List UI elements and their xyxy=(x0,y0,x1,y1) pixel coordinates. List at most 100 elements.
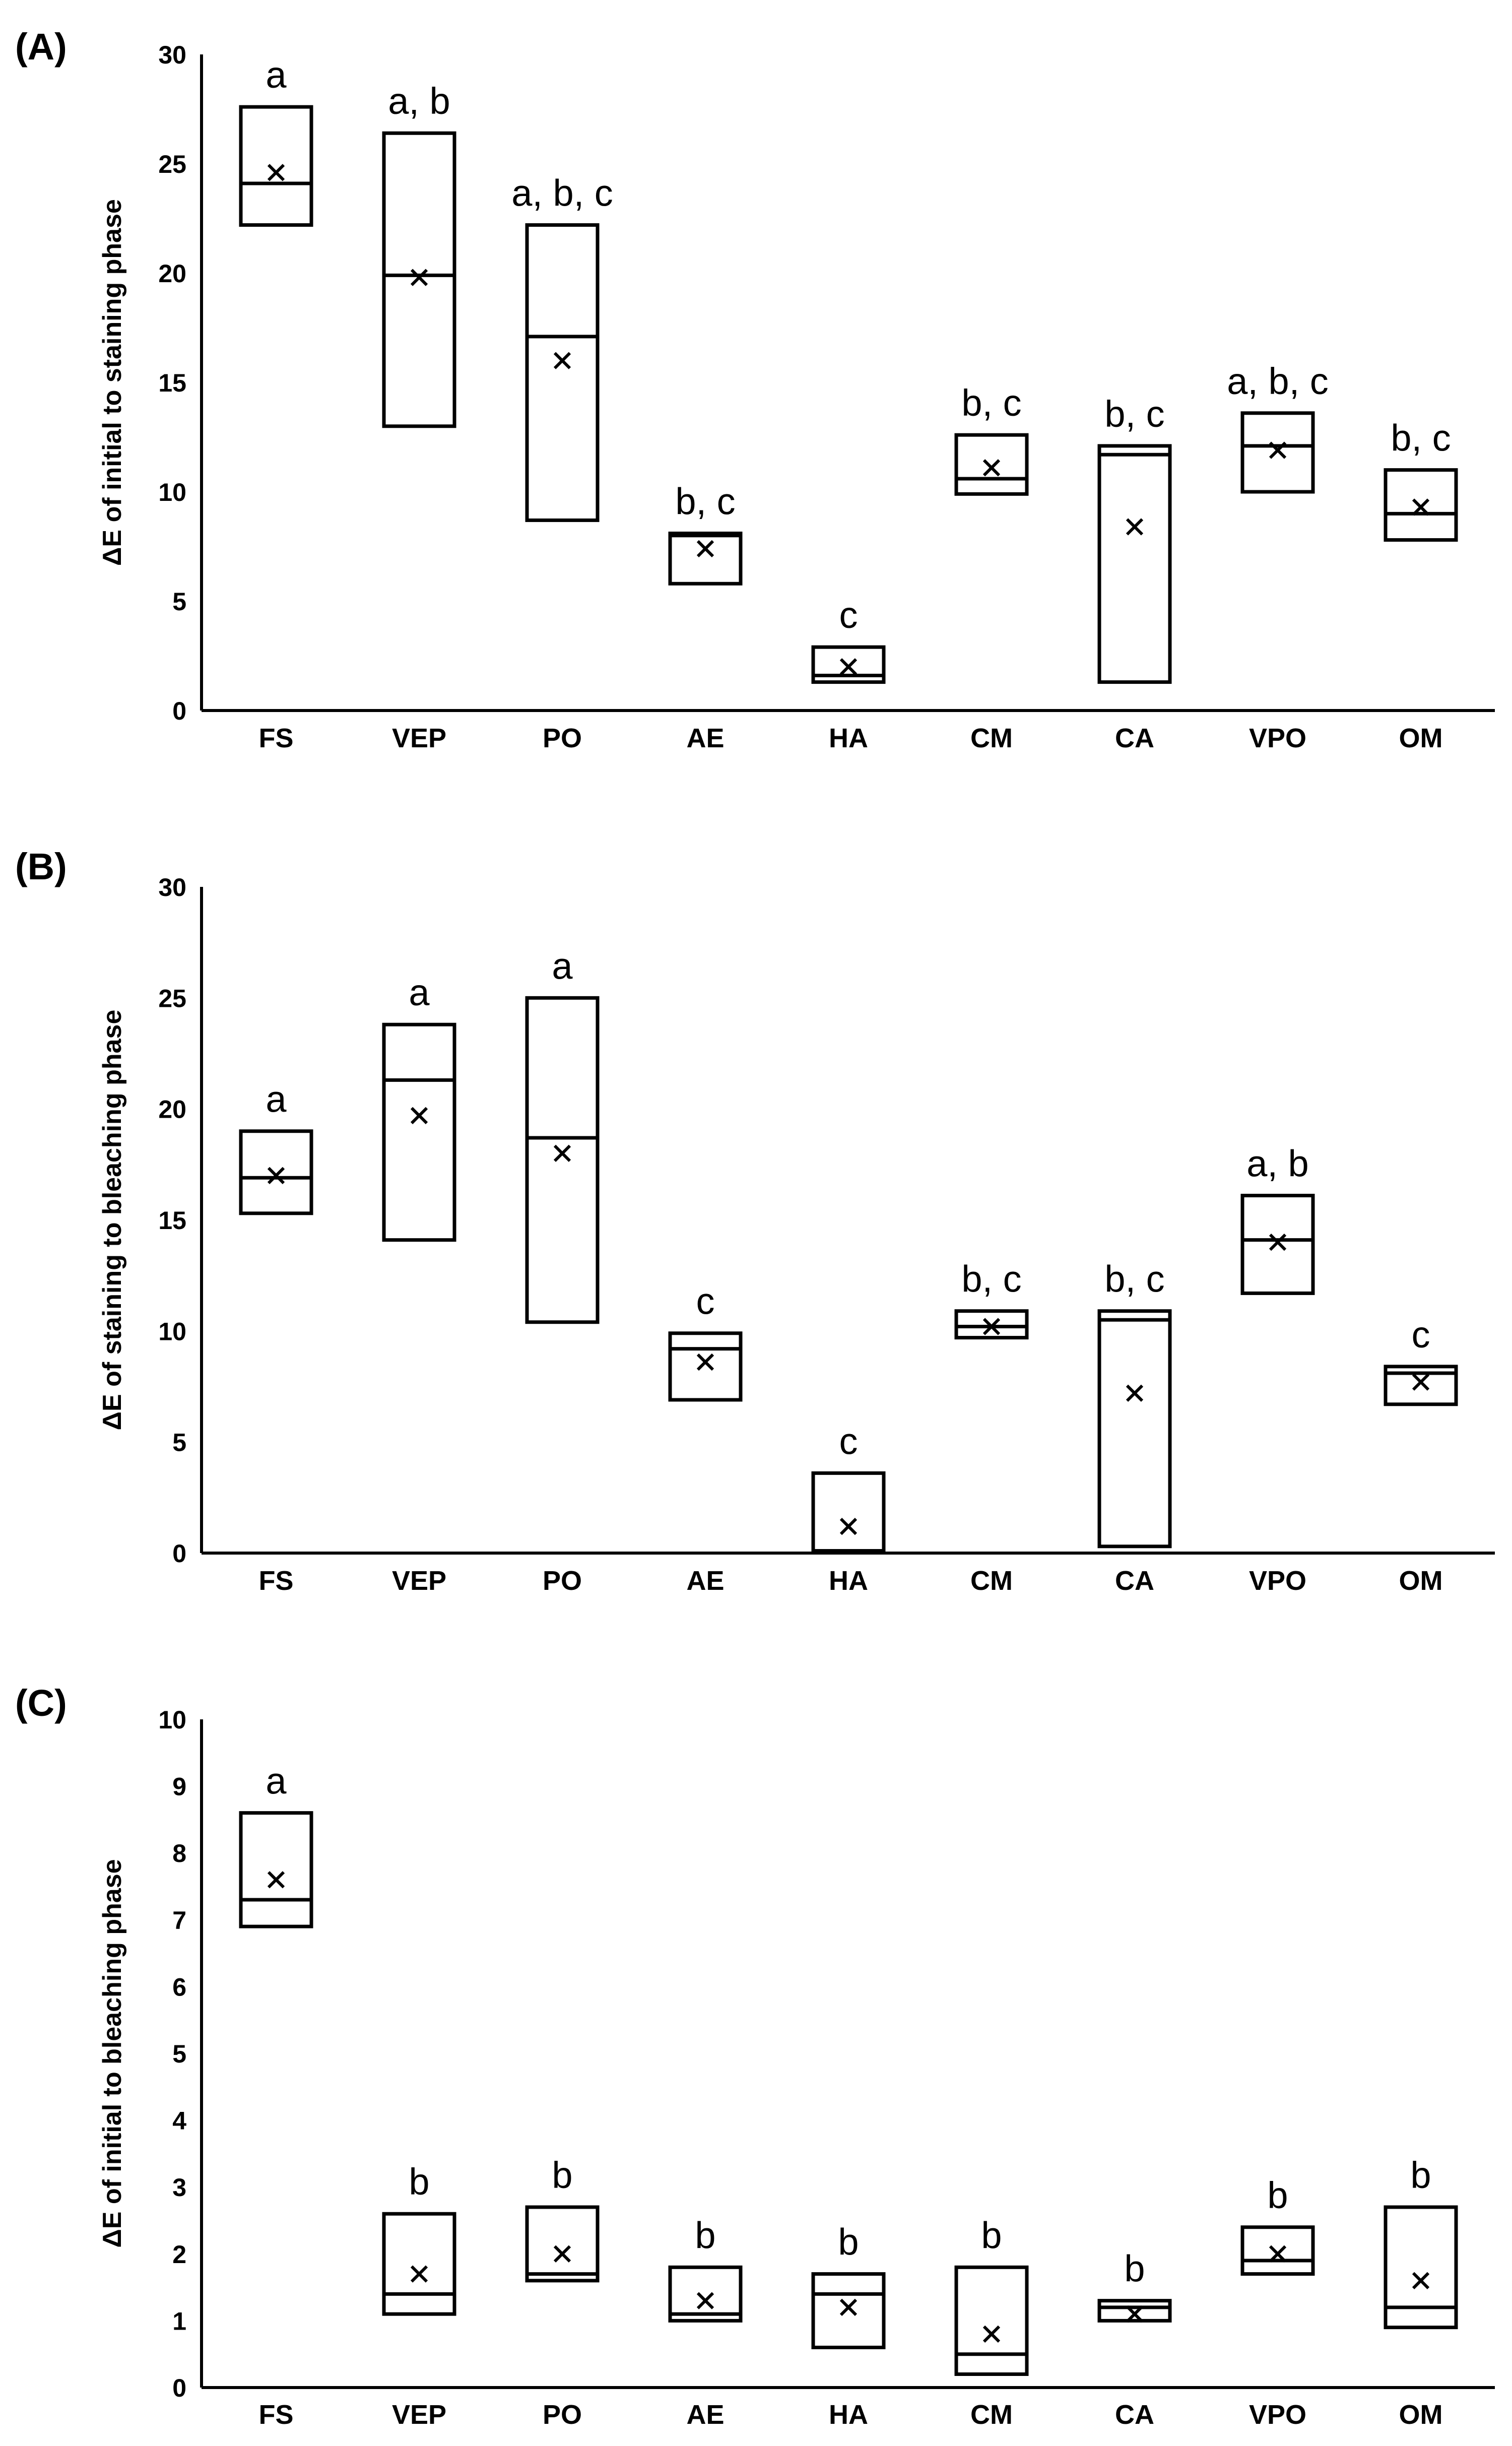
panel-c: (C) ΔE of initial to bleaching phase 0 1 2… xyxy=(15,1682,1495,2430)
mean-marker-stroke xyxy=(267,1871,285,1889)
panel-label-b: (B) xyxy=(15,846,67,887)
x-tick-label: HA xyxy=(829,723,868,753)
mean-marker xyxy=(553,352,571,369)
mean-marker xyxy=(1126,518,1144,536)
y-tick-label: 0 xyxy=(172,2374,186,2402)
box xyxy=(1097,2299,1172,2323)
mean-marker xyxy=(553,2245,571,2263)
x-tick-label: CA xyxy=(1115,2400,1154,2430)
mean-marker-stroke xyxy=(553,2245,571,2263)
mean-marker-stroke xyxy=(982,459,1001,477)
mean-marker-stroke xyxy=(1269,1233,1287,1251)
box xyxy=(1240,2225,1315,2276)
significance-letter: c xyxy=(696,1280,715,1322)
x-tick-label: PO xyxy=(543,2400,582,2430)
mean-marker-stroke xyxy=(696,2292,714,2309)
significance-letter: a, b, c xyxy=(1227,360,1329,402)
x-tick-label: OM xyxy=(1399,2400,1443,2430)
significance-letter: c xyxy=(1412,1314,1430,1356)
mean-marker-stroke xyxy=(696,1353,714,1371)
significance-letter: b, c xyxy=(675,480,735,522)
mean-marker-stroke xyxy=(267,164,285,181)
x-tick-label: PO xyxy=(543,1566,582,1596)
y-tick-label: 5 xyxy=(172,1429,186,1457)
x-tick-label: FS xyxy=(258,723,293,753)
mean-marker-stroke xyxy=(553,1144,571,1162)
box xyxy=(954,2265,1029,2376)
significance-letter: b xyxy=(838,2221,859,2263)
x-tick-label: CA xyxy=(1115,723,1154,753)
significance-letter: b, c xyxy=(961,382,1021,424)
x-tick-label: CM xyxy=(970,2400,1013,2430)
significance-letter: b xyxy=(695,2214,715,2256)
y-tick-label: 2 xyxy=(172,2240,186,2269)
x-tick-label: FS xyxy=(258,1566,293,1596)
mean-marker xyxy=(839,658,858,676)
y-tick-label: 15 xyxy=(158,1206,186,1235)
significance-letter: a xyxy=(552,945,573,987)
mean-marker-stroke xyxy=(982,2325,1001,2343)
mean-marker-stroke xyxy=(1269,441,1287,459)
mean-marker xyxy=(267,164,285,181)
mean-marker xyxy=(982,1318,1001,1335)
mean-marker-stroke xyxy=(1412,498,1430,516)
y-tick-label: 3 xyxy=(172,2173,186,2202)
significance-letter: b, c xyxy=(1391,417,1451,459)
mean-marker-stroke xyxy=(410,1107,428,1125)
y-tick-label: 0 xyxy=(172,697,186,725)
box xyxy=(811,645,886,684)
mean-marker xyxy=(696,1353,714,1371)
y-tick-label: 10 xyxy=(158,478,186,506)
mean-marker-stroke xyxy=(1412,1373,1430,1391)
x-tick-label: CM xyxy=(970,1566,1013,1596)
y-tick-label: 10 xyxy=(158,1706,186,1734)
y-tick-label: 1 xyxy=(172,2307,186,2335)
x-tick-label: VEP xyxy=(392,1566,446,1596)
mean-marker xyxy=(1269,441,1287,459)
significance-letter: b, c xyxy=(1104,393,1164,435)
mean-marker xyxy=(267,1167,285,1184)
mean-marker xyxy=(1126,1384,1144,1402)
significance-letter: b xyxy=(981,2214,1002,2256)
box xyxy=(954,433,1029,496)
x-tick-label: HA xyxy=(829,2400,868,2430)
mean-marker-stroke xyxy=(982,1318,1001,1335)
box xyxy=(1097,444,1172,684)
y-tick-label: 9 xyxy=(172,1773,186,1801)
x-tick-label: AE xyxy=(686,2400,724,2430)
y-tick-label: 8 xyxy=(172,1839,186,1868)
panel-label-c: (C) xyxy=(15,1682,67,1724)
y-tick-label: 0 xyxy=(172,1539,186,1568)
y-axis-title-a: ΔE of initial to staining phase xyxy=(98,199,127,566)
y-axis-title-c: ΔE of initial to bleaching phase xyxy=(98,1859,127,2247)
mean-marker xyxy=(839,1517,858,1535)
mean-marker-stroke xyxy=(839,1517,858,1535)
y-tick-label: 30 xyxy=(158,873,186,902)
box xyxy=(1384,2205,1458,2330)
mean-marker xyxy=(839,2298,858,2316)
mean-marker xyxy=(982,459,1001,477)
y-tick-label: 6 xyxy=(172,1973,186,2001)
x-tick-label: OM xyxy=(1399,1566,1443,1596)
box xyxy=(1240,411,1315,494)
significance-letter: b, c xyxy=(1104,1258,1164,1300)
mean-marker xyxy=(696,540,714,557)
significance-letter: b xyxy=(1267,2174,1288,2216)
box xyxy=(382,1022,456,1242)
mean-marker-stroke xyxy=(1269,2245,1287,2263)
box xyxy=(525,223,600,522)
mean-marker-stroke xyxy=(553,352,571,369)
mean-marker xyxy=(1269,1233,1287,1251)
y-tick-label: 5 xyxy=(172,2040,186,2068)
box xyxy=(525,2205,600,2283)
y-tick-label: 20 xyxy=(158,1096,186,1124)
box xyxy=(811,2272,886,2349)
y-tick-label: 25 xyxy=(158,150,186,178)
y-tick-label: 15 xyxy=(158,369,186,397)
x-tick-label: CM xyxy=(970,723,1013,753)
mean-marker-stroke xyxy=(1126,1384,1144,1402)
mean-marker xyxy=(696,2292,714,2309)
significance-letter: c xyxy=(839,594,858,636)
